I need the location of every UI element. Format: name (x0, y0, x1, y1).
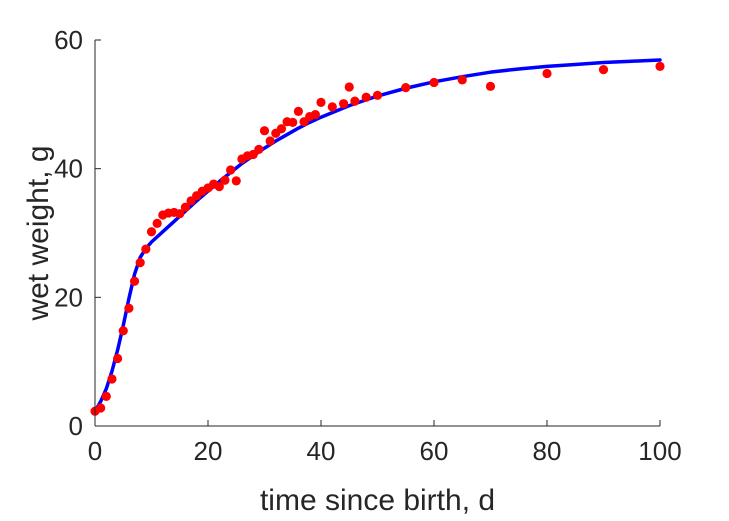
data-point (310, 110, 320, 120)
fit-curve (93, 58, 662, 413)
data-point (146, 227, 157, 237)
axes: 0 20 40 60 80 100 0 20 40 60 (54, 25, 682, 466)
y-tick-label: 40 (54, 154, 83, 184)
x-tick-label: 100 (638, 436, 681, 466)
data-point (339, 99, 349, 109)
data-point (265, 136, 275, 146)
data-point (542, 68, 552, 79)
data-point (429, 77, 439, 88)
x-tick-label: 60 (420, 436, 449, 466)
y-tick-label: 0 (69, 411, 83, 441)
data-point (141, 244, 151, 254)
x-tick-label: 40 (307, 436, 336, 466)
data-point (598, 64, 609, 75)
x-axis-title: time since birth, d (260, 484, 495, 517)
data-point (129, 276, 140, 286)
data-point (118, 326, 128, 336)
data-point (254, 144, 264, 154)
data-point (107, 374, 117, 384)
data-point (124, 303, 134, 313)
data-point (276, 124, 287, 134)
data-point (180, 202, 190, 212)
y-tick-label: 60 (54, 25, 83, 55)
data-point (259, 126, 270, 136)
x-tick-label: 80 (533, 436, 562, 466)
data-point (316, 97, 326, 108)
data-point (350, 96, 360, 106)
x-tick-label: 0 (88, 436, 102, 466)
plot-area (90, 58, 665, 416)
data-point (457, 75, 467, 85)
data-point (220, 175, 230, 185)
data-point (293, 106, 303, 117)
x-axis-ticks: 0 20 40 60 80 100 (88, 420, 682, 466)
data-point (101, 391, 111, 402)
data-point (344, 82, 354, 92)
x-tick-label: 20 (194, 436, 223, 466)
data-point (485, 81, 496, 91)
data-point (96, 403, 106, 413)
y-axis-title: wet weight, g (22, 145, 55, 321)
data-point (152, 218, 162, 228)
data-point (175, 209, 185, 219)
data-point (231, 176, 241, 186)
data-point (288, 117, 298, 127)
y-tick-label: 20 (54, 282, 83, 312)
data-point (372, 90, 383, 100)
data-point (327, 102, 337, 112)
data-point (655, 61, 665, 71)
y-axis-ticks: 0 20 40 60 (54, 25, 101, 441)
data-point (401, 83, 411, 93)
data-point (113, 353, 123, 364)
data-point (361, 92, 371, 102)
data-point (226, 165, 236, 175)
data-point (214, 182, 224, 192)
data-point (135, 257, 145, 268)
